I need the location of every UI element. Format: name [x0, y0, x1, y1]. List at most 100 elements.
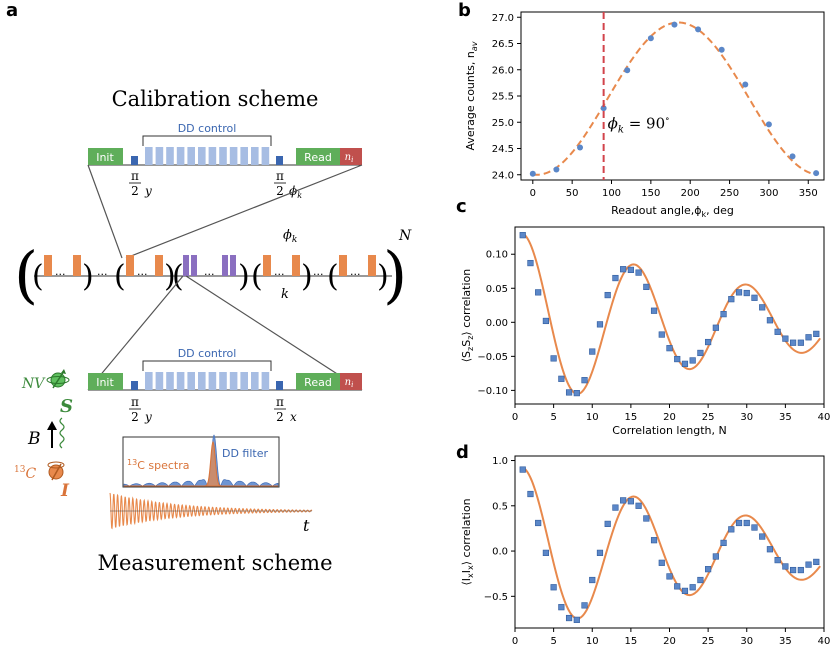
x-tick-label: 40: [818, 636, 830, 647]
data-point: [627, 498, 634, 505]
dd-control-label: DD control: [178, 122, 237, 135]
group-pulse: [155, 255, 163, 276]
n-superscript: N: [398, 228, 412, 244]
pi-half-pulse-y-meas: [131, 381, 138, 390]
data-point: [689, 584, 696, 591]
data-point: [751, 294, 758, 301]
fit-curve: [522, 466, 821, 620]
dd-pulse: [251, 372, 259, 390]
dd-control-block: [145, 147, 270, 165]
data-point: [797, 566, 804, 574]
data-point: [735, 519, 743, 527]
dd-pulse: [155, 372, 164, 390]
c13-spectra-curve: [124, 440, 278, 487]
pulse-group-2: (···): [114, 255, 176, 294]
y-tick-label: 0.05: [486, 284, 508, 295]
dd-pulse: [145, 372, 153, 390]
data-point: [720, 539, 727, 547]
y-axis-label: ⟨SzSz⟩ correlation: [460, 269, 475, 363]
data-point: [565, 389, 573, 396]
x-tick-label: 5: [550, 412, 556, 423]
outer-open-paren: (: [14, 238, 38, 311]
outer-close-paren: ): [383, 238, 407, 311]
chart-readout-angle: 0 50 100 150 200 250 300 350 24.0 24.5 25.0 25.5 26.…: [464, 11, 825, 219]
group-ellipsis: ···: [55, 268, 66, 281]
data-point: [674, 583, 681, 590]
two-label-cal-2: 2: [276, 184, 284, 198]
data-point: [718, 46, 725, 53]
x-tick-label: 10: [586, 636, 599, 647]
data-point: [553, 166, 560, 173]
y-tick-label: 0.00: [486, 318, 508, 329]
y-axis-label: Average counts, nav: [464, 41, 479, 150]
group-pulse: [44, 255, 52, 276]
pulse-group-measurement: (···): [172, 255, 250, 294]
data-point: [612, 504, 619, 511]
x-tick-label: 15: [625, 636, 638, 647]
sequence-ellipsis: ···: [313, 268, 324, 281]
data-point: [805, 334, 812, 341]
magnetic-field-icon: B: [27, 421, 57, 449]
data-point: [774, 557, 781, 564]
dd-pulse: [261, 147, 270, 165]
dd-pulse: [240, 147, 248, 165]
x-tick-label: 25: [702, 412, 715, 423]
y-tick-label: −0.10: [477, 386, 508, 397]
group-pulse: [73, 255, 81, 276]
schematic: Calibration scheme Init DD control Read …: [14, 87, 412, 575]
data-point: [720, 311, 727, 318]
phi-k-label-cal: ϕk: [289, 184, 302, 200]
data-point: [542, 549, 549, 556]
x-axis-label: Correlation length, N: [612, 424, 726, 437]
pi-label-cal-1: π: [131, 169, 139, 183]
data-point: [705, 338, 712, 346]
x-tick-label: 50: [566, 188, 579, 199]
data-point: [535, 519, 542, 527]
data-point: [647, 35, 654, 42]
pulse-group-3: (···): [251, 255, 313, 294]
data-point: [589, 576, 596, 584]
dd-pulse: [208, 147, 217, 165]
pi-label-cal-2: π: [276, 169, 284, 183]
dd-pulse: [145, 147, 153, 165]
read-block: [296, 148, 340, 165]
data-point: [782, 335, 789, 342]
two-label-meas-2: 2: [276, 410, 284, 424]
group-close-paren: ): [377, 259, 389, 294]
two-label-cal-1: 2: [131, 184, 139, 198]
data-point: [624, 67, 631, 74]
y-tick-label: 24.0: [492, 170, 514, 181]
data-point: [728, 526, 735, 533]
data-point: [766, 546, 774, 553]
y-tick-label: 0.5: [492, 501, 508, 512]
group-ellipsis: ···: [137, 268, 148, 281]
dd-pulse: [198, 372, 206, 390]
data-point: [697, 576, 704, 584]
init-label: Init: [96, 151, 114, 164]
x-tick-label: 35: [779, 412, 792, 423]
group-ellipsis: ···: [274, 268, 285, 281]
read-block-meas: [296, 373, 340, 390]
group-close-paren: ): [238, 259, 250, 294]
group-close-paren: ): [301, 259, 313, 294]
s-label: S: [60, 396, 73, 417]
data-point: [581, 377, 588, 384]
dd-pulse: [176, 372, 185, 390]
data-point: [604, 291, 611, 299]
data-point: [712, 324, 719, 331]
dd-pulse: [219, 372, 227, 390]
data-point: [789, 153, 796, 160]
data-point: [550, 355, 557, 362]
y-label-meas: y: [144, 410, 152, 424]
x-tick-label: 100: [602, 188, 621, 199]
data-point: [797, 339, 804, 346]
y-tick-label: −0.5: [484, 592, 508, 603]
dd-control-label-meas: DD control: [178, 347, 237, 360]
data-point: [627, 266, 634, 273]
data-point: [813, 330, 820, 337]
wavy-coupling-icon: [59, 417, 65, 449]
dd-pulse: [187, 372, 195, 390]
read-label: Read: [304, 151, 332, 164]
calibration-sequence: Init DD control Read ni π 2 y π 2 ϕk: [88, 122, 362, 200]
